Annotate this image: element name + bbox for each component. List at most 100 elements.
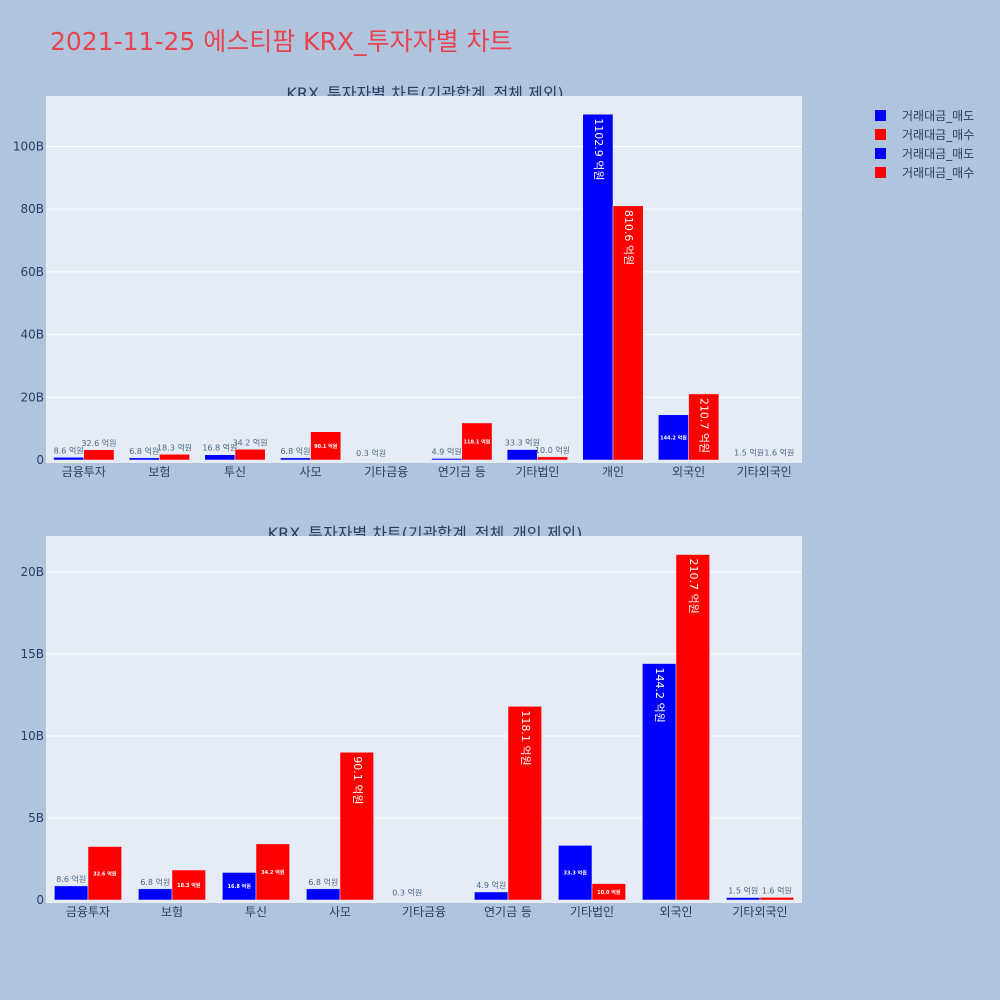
bar — [461, 422, 493, 461]
bar — [642, 663, 677, 901]
bar — [675, 554, 710, 901]
data-label: 210.7 억원 — [687, 559, 700, 614]
legend-item[interactable]: 거래대금_매수 — [875, 163, 974, 182]
x-tick-label: 기타금융 — [364, 465, 408, 479]
bar — [537, 456, 568, 461]
y-tick-label: 60B — [20, 265, 44, 279]
bar — [87, 846, 122, 901]
legend-label: 거래대금_매도 — [902, 147, 975, 161]
data-label: 118.1 억원 — [519, 710, 532, 765]
x-tick-label: 기타외국인 — [737, 465, 792, 479]
legend-item[interactable]: 거래대금_매도 — [875, 144, 974, 163]
x-tick-label: 기타법인 — [570, 905, 614, 919]
legend-swatch — [875, 110, 886, 121]
data-label: 90.1 억원 — [314, 443, 338, 450]
data-label: 34.2 억원 — [261, 869, 285, 876]
bar — [507, 706, 542, 901]
bar — [83, 449, 115, 461]
data-label: 1.5 억원 — [728, 886, 758, 896]
bar — [658, 414, 689, 461]
x-tick-label: 기타금융 — [402, 905, 446, 919]
y-tick-label: 15B — [20, 647, 44, 661]
data-label: 8.6 억원 — [56, 874, 86, 884]
x-tick-label: 투신 — [245, 905, 267, 919]
bar — [763, 459, 795, 461]
legend-item[interactable]: 거래대금_매수 — [875, 125, 974, 144]
data-label: 34.2 억원 — [233, 437, 268, 447]
data-label: 6.8 억원 — [140, 877, 170, 887]
bar — [474, 891, 509, 901]
x-tick-label: 투신 — [224, 465, 246, 479]
x-tick-label: 기타외국인 — [732, 905, 787, 919]
bar — [591, 883, 626, 901]
x-tick-label: 연기금 등 — [438, 465, 486, 479]
data-label: 1.6 억원 — [762, 885, 792, 895]
y-tick-label: 20B — [20, 390, 44, 404]
y-tick-label: 0 — [36, 893, 44, 907]
x-tick-label: 사모 — [329, 905, 351, 919]
data-label: 33.3 억원 — [505, 438, 540, 448]
data-label: 1102.9 억원 — [592, 118, 605, 180]
data-label: 6.8 억원 — [308, 877, 338, 887]
legend-item[interactable]: 거래대금_매도 — [875, 106, 974, 125]
bar — [310, 431, 342, 461]
bar — [255, 843, 290, 901]
data-label: 8.6 억원 — [54, 445, 84, 455]
y-tick-label: 0 — [36, 453, 44, 467]
bar — [159, 454, 190, 461]
legend-label: 거래대금_매수 — [902, 128, 975, 142]
legend-label: 거래대금_매수 — [902, 166, 975, 180]
bar — [612, 205, 644, 461]
plot-area — [46, 96, 802, 463]
data-label: 16.8 억원 — [228, 883, 252, 890]
data-label: 0.3 억원 — [356, 448, 386, 458]
bar — [339, 752, 374, 901]
data-label: 10.0 억원 — [597, 889, 621, 896]
data-label: 10.0 억원 — [535, 445, 570, 455]
x-tick-label: 사모 — [300, 465, 322, 479]
bar — [582, 113, 614, 461]
data-label: 18.3 억원 — [177, 882, 201, 889]
bar — [171, 869, 206, 901]
bar — [54, 885, 89, 901]
legend-label: 거래대금_매도 — [902, 109, 975, 123]
data-label: 33.3 억원 — [564, 870, 588, 877]
bar — [558, 845, 593, 901]
bar — [128, 457, 160, 461]
data-label: 118.1 억원 — [464, 438, 491, 445]
bar — [53, 457, 85, 461]
x-tick-label: 기타법인 — [515, 465, 559, 479]
bar — [506, 449, 538, 461]
data-label: 144.2 억원 — [660, 434, 687, 441]
data-label: 4.9 억원 — [432, 446, 462, 456]
y-tick-label: 5B — [28, 811, 44, 825]
data-label: 0.3 억원 — [392, 888, 422, 898]
x-tick-label: 금융투자 — [62, 465, 106, 479]
data-label: 18.3 억원 — [157, 442, 192, 452]
legend-swatch — [875, 148, 886, 159]
bar — [306, 888, 341, 901]
x-tick-label: 외국인 — [672, 465, 705, 479]
bar — [726, 897, 761, 901]
x-tick-label: 보험 — [161, 905, 183, 919]
data-label: 1.6 억원 — [764, 447, 794, 457]
data-label: 1.5 억원 — [734, 448, 764, 458]
data-label: 90.1 억원 — [351, 756, 364, 804]
data-label: 6.8 억원 — [280, 446, 310, 456]
legend[interactable]: 거래대금_매도 거래대금_매수 거래대금_매도 거래대금_매수 — [875, 106, 974, 182]
bar — [759, 897, 794, 901]
data-label: 32.6 억원 — [93, 870, 117, 877]
x-tick-label: 보험 — [148, 465, 170, 479]
y-tick-label: 100B — [13, 139, 44, 153]
y-tick-label: 80B — [20, 202, 44, 216]
data-label: 16.8 억원 — [202, 443, 237, 453]
x-tick-label: 금융투자 — [66, 905, 110, 919]
bar — [280, 457, 311, 461]
y-tick-label: 10B — [20, 729, 44, 743]
legend-swatch — [875, 129, 886, 140]
y-tick-label: 40B — [20, 328, 44, 342]
data-label: 4.9 억원 — [476, 880, 506, 890]
bar — [204, 454, 236, 461]
